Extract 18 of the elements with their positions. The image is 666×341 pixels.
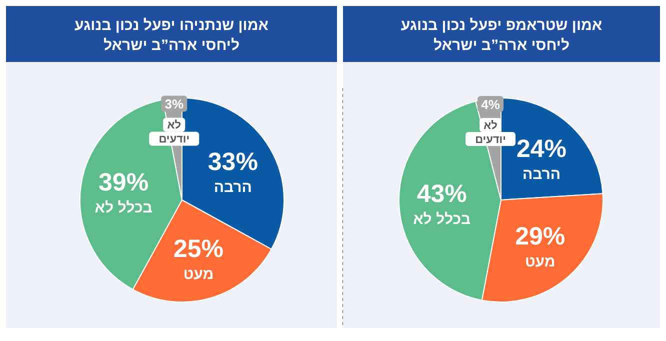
data-label: 25%	[173, 234, 224, 263]
slice-label: הרבה	[214, 178, 252, 196]
slice-label: בכלל לא	[94, 200, 153, 217]
chart-title: אמון שטראמפ יפעל נכון בנוגע ליחסי ארה”ב ישראל	[400, 17, 602, 54]
data-label: 43%	[416, 180, 467, 208]
chart-title: אמון שנתניהו יפעל נכון בנוגע ליחסי ארה”ב ישראל	[74, 17, 268, 54]
data-label: 24%	[516, 134, 567, 163]
legend-label: לא יודעים	[475, 120, 506, 146]
data-label: 33%	[208, 148, 258, 176]
data-label: 4%	[481, 97, 500, 112]
slice-label: בכלל לא	[413, 210, 472, 228]
data-label: 29%	[515, 222, 566, 250]
slice-label: הרבה	[522, 166, 561, 183]
data-label: 3%	[164, 96, 184, 112]
slice-label: מעט	[183, 266, 214, 283]
data-label: 39%	[98, 168, 149, 197]
slice-label: מעט	[524, 253, 556, 270]
legend-label: לא יודעים	[158, 120, 190, 146]
